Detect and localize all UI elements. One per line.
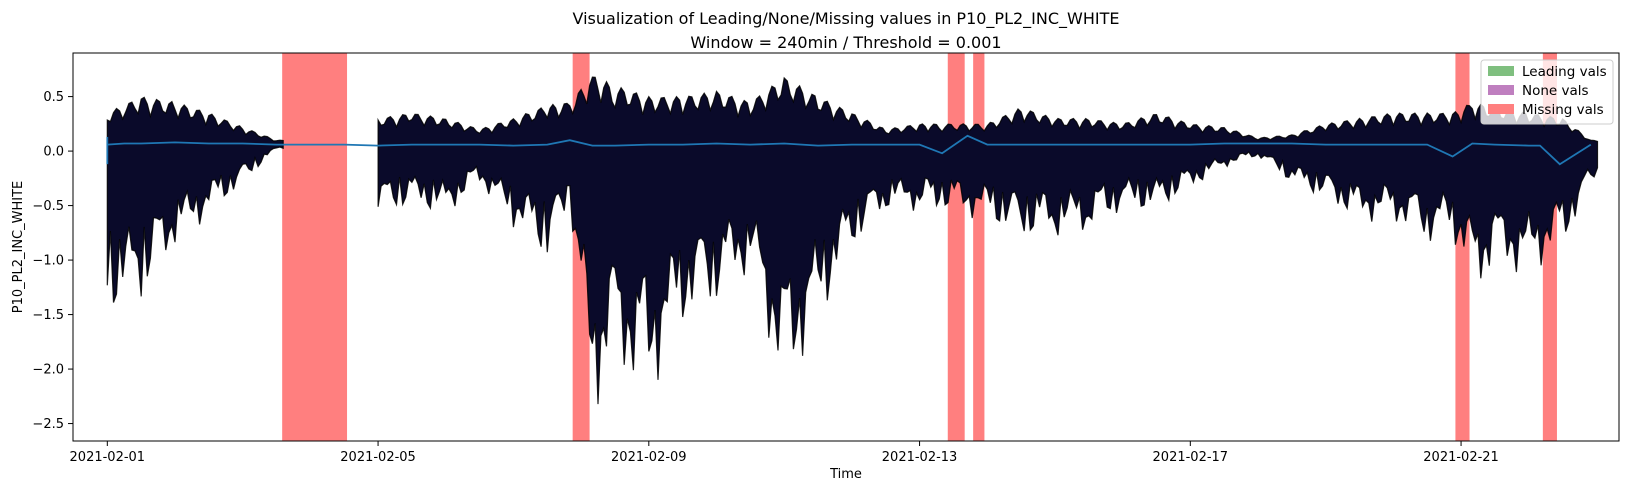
y-tick-label-2: −0.5	[32, 199, 64, 214]
x-axis-label: Time	[829, 467, 862, 482]
y-axis: 0.5 0.0 −0.5 −1.0 −1.5 −2.0 −2.5	[32, 90, 73, 432]
missing-span-3	[973, 53, 985, 441]
legend-label-0: Leading vals	[1522, 64, 1607, 80]
observation-band-1	[377, 76, 1599, 405]
legend-label-1: None vals	[1522, 83, 1589, 99]
observations-layer	[106, 76, 1599, 405]
y-tick-label-1: 0.0	[43, 145, 64, 160]
missing-span-2	[947, 53, 965, 441]
x-tick-label-2: 2021-02-09	[611, 450, 687, 465]
legend-label-2: Missing vals	[1522, 102, 1604, 118]
rolling-mean-line	[107, 134, 1592, 166]
y-tick-label-5: −2.0	[32, 363, 64, 378]
x-axis: 2021-02-01 2021-02-05 2021-02-09 2021-02-13…	[70, 441, 1499, 465]
x-tick-label-4: 2021-02-17	[1153, 450, 1229, 465]
plot-area-frame	[72, 52, 1620, 442]
chart-title: Visualization of Leading/None/Missing va…	[573, 9, 1120, 29]
y-tick-label-4: −1.5	[32, 308, 64, 323]
missing-span-0	[282, 53, 348, 441]
y-axis-label: P10_PL2_INC_WHITE	[11, 181, 26, 314]
chart-subtitle: Window = 240min / Threshold = 0.001	[690, 33, 1001, 52]
y-tick-label-6: −2.5	[32, 417, 64, 432]
legend-swatch-1	[1488, 85, 1514, 95]
legend-swatch-2	[1488, 104, 1514, 114]
y-tick-label-0: 0.5	[43, 90, 64, 105]
legend: Leading vals None vals Missing vals	[1480, 59, 1614, 125]
x-tick-label-3: 2021-02-13	[882, 450, 958, 465]
x-tick-label-0: 2021-02-01	[70, 450, 146, 465]
x-tick-label-5: 2021-02-21	[1423, 450, 1499, 465]
y-tick-label-3: −1.0	[32, 254, 64, 269]
rolling-mean-layer	[106, 134, 1592, 166]
observation-band-0	[106, 96, 284, 303]
legend-swatch-0	[1488, 66, 1514, 76]
x-tick-label-1: 2021-02-05	[340, 450, 416, 465]
